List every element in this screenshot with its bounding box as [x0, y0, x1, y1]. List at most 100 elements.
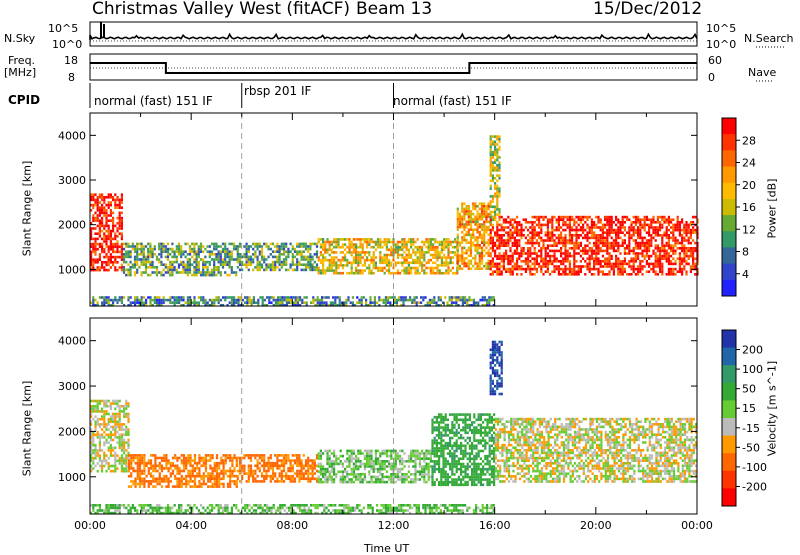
- power-cell: [347, 296, 349, 299]
- power-cell: [321, 299, 323, 302]
- power-cell: [103, 251, 105, 254]
- power-cell: [127, 263, 129, 266]
- power-cell: [402, 299, 404, 302]
- power-cell: [441, 256, 443, 259]
- power-cell: [457, 267, 459, 270]
- velocity-cell: [103, 431, 105, 434]
- velocity-cell: [329, 478, 331, 481]
- power-cell: [477, 215, 479, 218]
- power-cell: [246, 258, 248, 261]
- power-cell: [318, 267, 320, 270]
- velocity-cell: [181, 485, 183, 488]
- power-cell: [314, 269, 316, 272]
- velocity-cell: [320, 473, 322, 476]
- power-cell: [615, 260, 617, 263]
- power-cell: [445, 241, 447, 244]
- power-cell: [501, 224, 503, 227]
- power-cell: [490, 234, 492, 237]
- power-cell: [657, 257, 659, 260]
- velocity-cell: [137, 457, 139, 460]
- power-cell: [490, 156, 492, 159]
- power-cell: [657, 244, 659, 247]
- power-cell: [281, 253, 283, 256]
- power-cell: [121, 212, 123, 215]
- power-cell: [529, 226, 531, 229]
- power-cell: [490, 221, 492, 224]
- power-cell: [668, 239, 670, 242]
- power-cell: [481, 208, 483, 211]
- velocity-cell: [165, 480, 167, 483]
- power-cell: [527, 247, 529, 250]
- power-cell: [608, 231, 610, 234]
- power-cell: [97, 248, 99, 251]
- power-cell: [540, 226, 542, 229]
- power-cell: [655, 255, 657, 258]
- power-cell: [303, 301, 305, 304]
- power-cell: [220, 253, 222, 256]
- power-cell: [123, 258, 125, 261]
- velocity-cell: [150, 480, 152, 483]
- velocity-cell: [285, 454, 287, 457]
- power-cell: [602, 273, 604, 276]
- power-cell: [222, 296, 224, 299]
- velocity-cell: [234, 470, 236, 473]
- power-cell: [412, 259, 414, 262]
- power-cell: [531, 221, 533, 224]
- power-cell: [193, 250, 195, 253]
- power-cell: [233, 299, 235, 302]
- velocity-cell: [119, 428, 121, 431]
- power-cell: [498, 164, 500, 167]
- velocity-cell: [239, 457, 241, 460]
- power-cell: [507, 231, 509, 234]
- power-cell: [384, 256, 386, 259]
- power-cell: [564, 234, 566, 237]
- velocity-cell: [123, 410, 125, 413]
- power-cell: [501, 273, 503, 276]
- power-cell: [575, 234, 577, 237]
- power-cell: [92, 204, 94, 207]
- power-cell: [694, 257, 696, 260]
- power-cell: [204, 299, 206, 302]
- power-cell: [470, 267, 472, 270]
- power-cell: [483, 210, 485, 213]
- power-cell: [637, 234, 639, 237]
- power-cell: [509, 218, 511, 221]
- power-cell: [149, 263, 151, 266]
- power-cell: [335, 241, 337, 244]
- power-cell: [218, 269, 220, 272]
- velocity-cell: [154, 467, 156, 470]
- power-cell: [121, 251, 123, 254]
- power-cell: [472, 213, 474, 216]
- power-cell: [520, 229, 522, 232]
- power-cell: [597, 237, 599, 240]
- velocity-cell: [125, 454, 127, 457]
- power-cell: [105, 196, 107, 199]
- power-cell: [430, 267, 432, 270]
- power-cell: [617, 244, 619, 247]
- velocity-cell: [198, 485, 200, 488]
- velocity-cell: [99, 410, 101, 413]
- velocity-cell: [157, 483, 159, 486]
- power-cell: [477, 213, 479, 216]
- power-cell: [180, 248, 182, 251]
- power-cell: [147, 243, 149, 246]
- power-cell: [589, 255, 591, 258]
- power-cell: [496, 257, 498, 260]
- power-cell: [443, 246, 445, 249]
- velocity-cell: [110, 439, 112, 442]
- power-cell: [94, 212, 96, 215]
- power-cell: [386, 262, 388, 265]
- power-cell: [202, 245, 204, 248]
- power-cell: [340, 264, 342, 267]
- velocity-cell: [110, 470, 112, 473]
- power-cell: [690, 237, 692, 240]
- power-cell: [412, 243, 414, 246]
- power-cell: [523, 247, 525, 250]
- power-cell: [127, 296, 129, 299]
- power-cell: [257, 243, 259, 246]
- power-cell: [461, 254, 463, 257]
- power-cell: [584, 237, 586, 240]
- power-cell: [408, 254, 410, 257]
- power-cell: [400, 299, 402, 302]
- power-cell: [110, 209, 112, 212]
